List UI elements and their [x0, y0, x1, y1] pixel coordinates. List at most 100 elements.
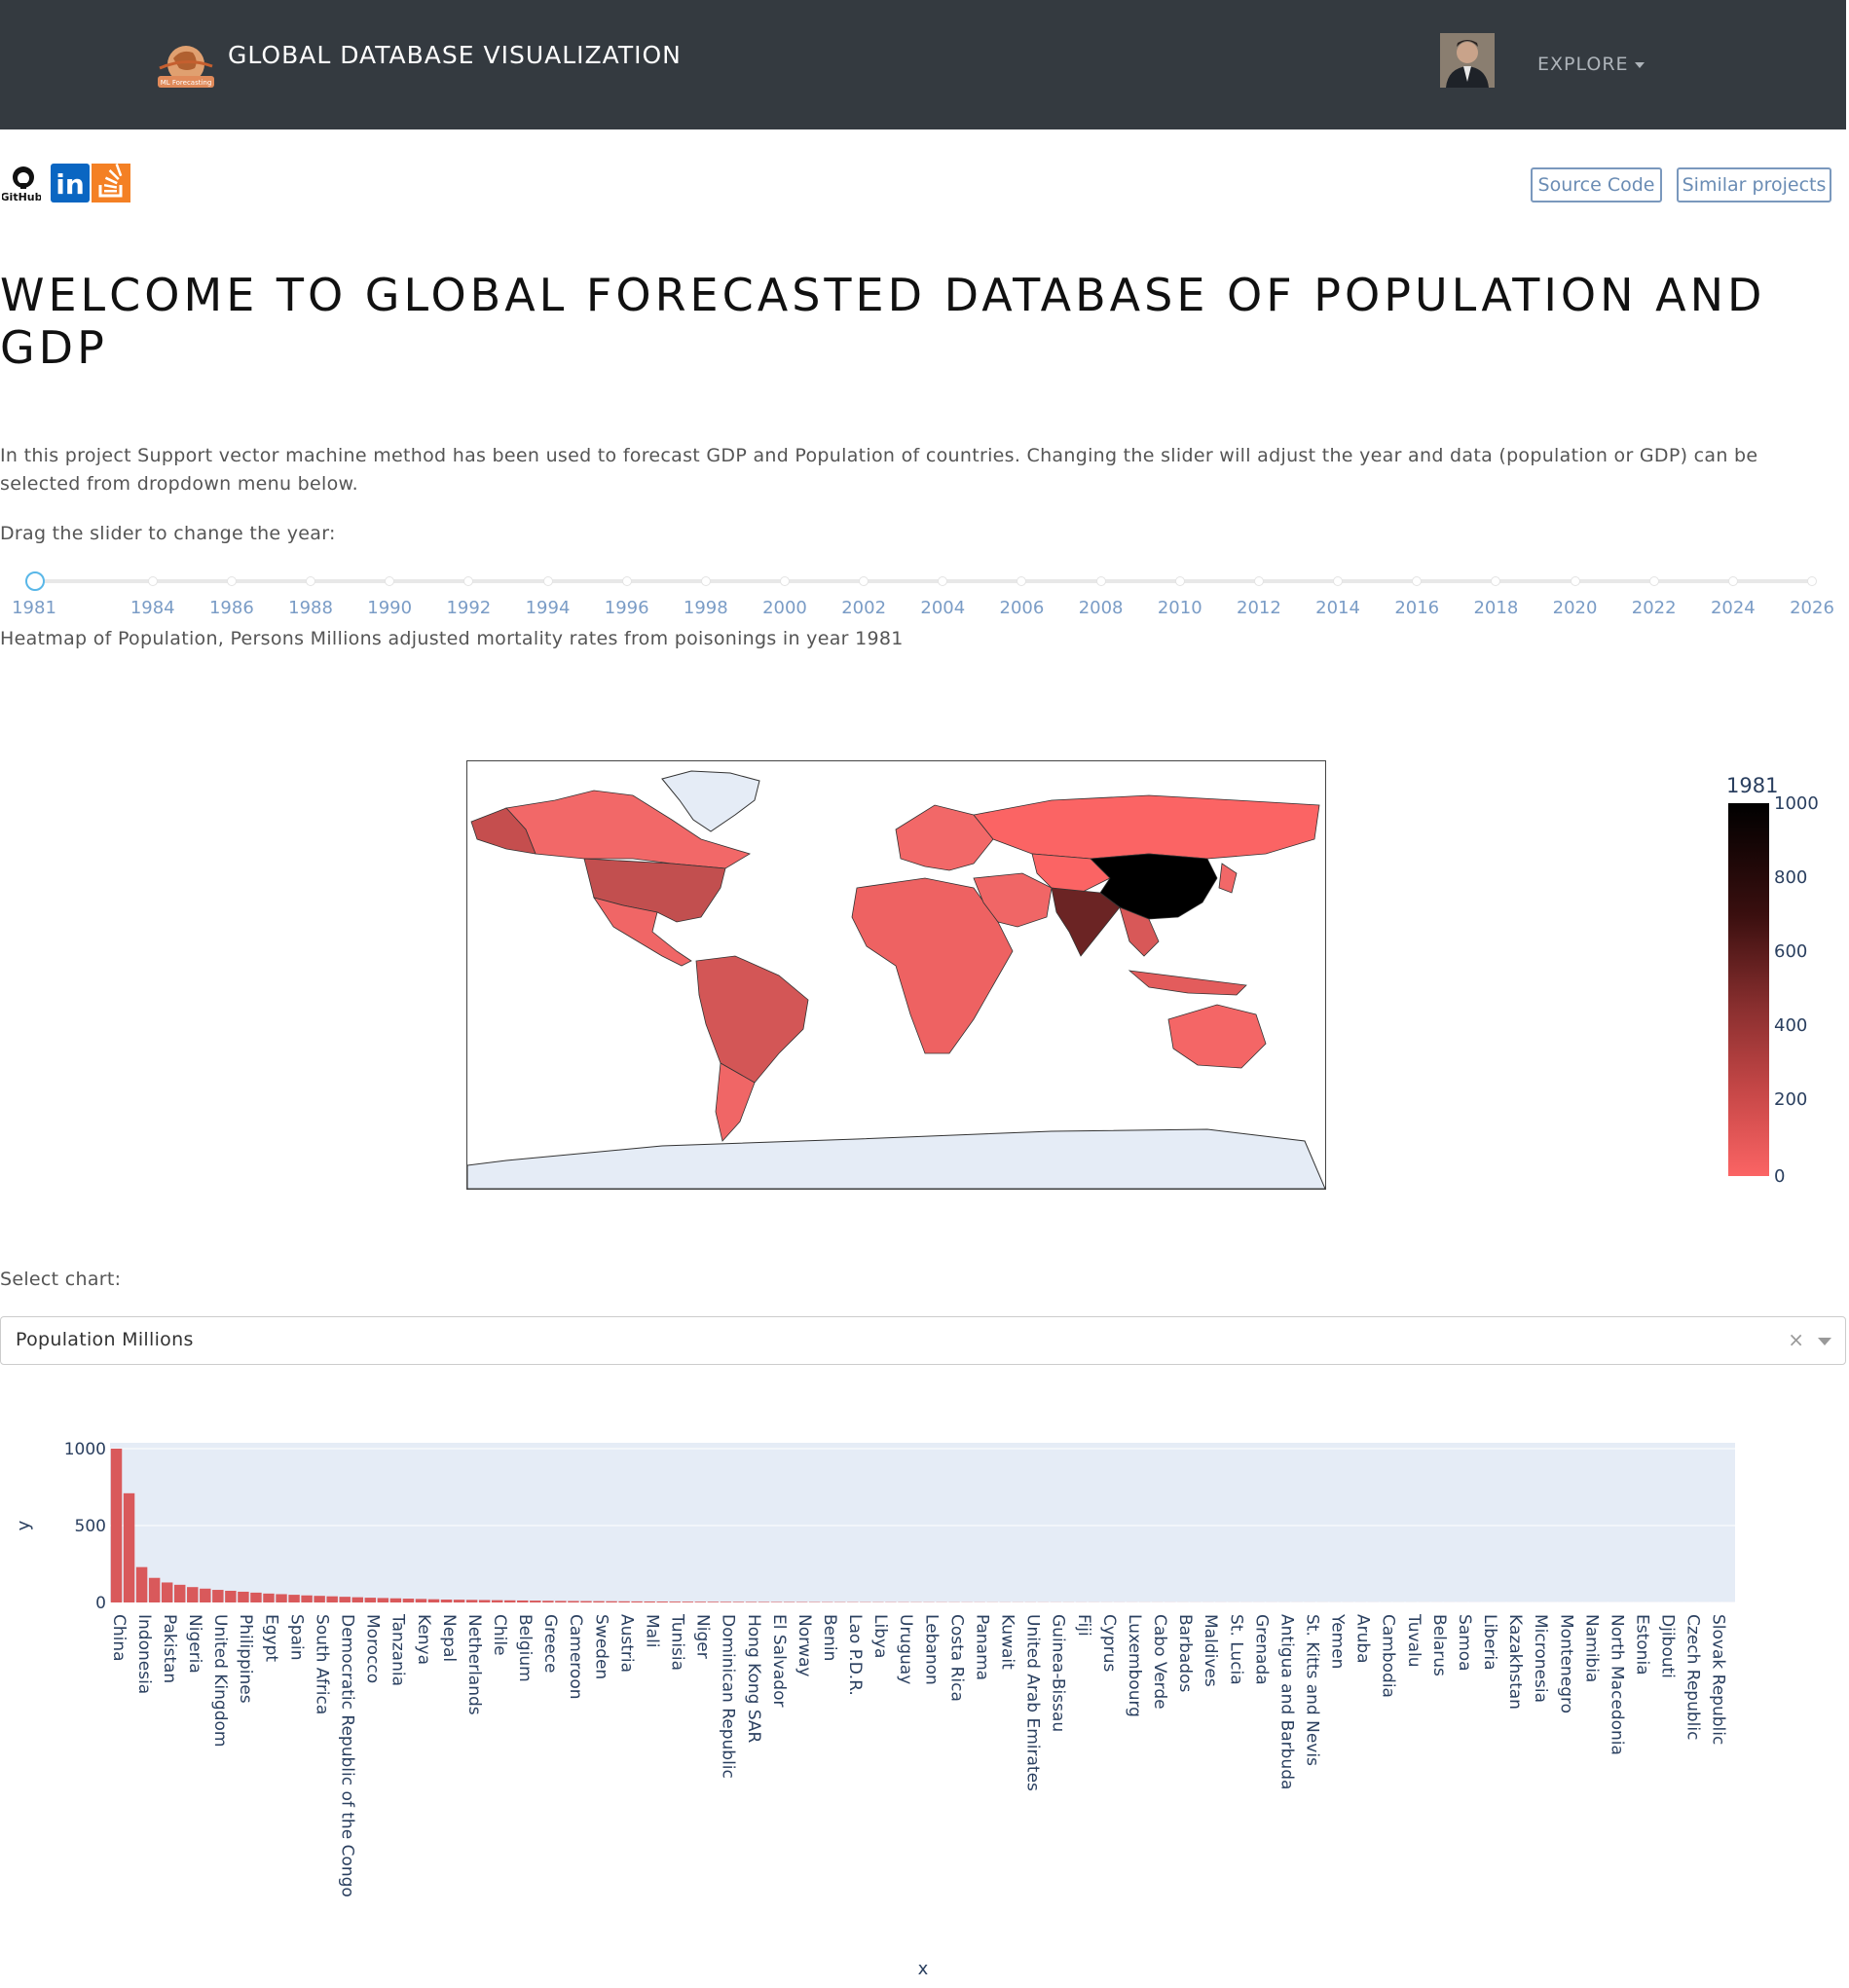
slider-tick-dot[interactable] — [1807, 576, 1817, 586]
slider-tick-label[interactable]: 1990 — [367, 598, 413, 618]
slider-tick-dot[interactable] — [385, 576, 395, 586]
slider-tick-dot[interactable] — [1253, 576, 1264, 586]
colorbar-tick: 1000 — [1774, 793, 1819, 814]
linkedin-icon[interactable]: in — [51, 164, 90, 202]
colorbar-tick: 600 — [1774, 941, 1808, 962]
slider-tick-dot[interactable] — [779, 576, 790, 586]
x-tick-label: Montenegro — [1556, 1614, 1575, 1713]
slider-label: Drag the slider to change the year: — [0, 523, 336, 544]
australia — [1167, 1004, 1267, 1069]
slider-tick-dot[interactable] — [1491, 576, 1501, 586]
source-code-button[interactable]: Source Code — [1531, 167, 1662, 202]
bar — [161, 1582, 173, 1602]
slider-tick-label[interactable]: 2014 — [1315, 598, 1360, 618]
slider-tick-label[interactable]: 2022 — [1631, 598, 1677, 618]
slider-tick-label[interactable]: 2016 — [1394, 598, 1440, 618]
slider-tick-label[interactable]: 2020 — [1552, 598, 1598, 618]
slider-tick-label[interactable]: 2000 — [762, 598, 807, 618]
github-icon[interactable]: GitHub — [2, 164, 41, 202]
brand-title[interactable]: GLOBAL DATABASE VISUALIZATION — [228, 41, 682, 69]
indonesia — [1128, 970, 1247, 996]
slider-tick-label[interactable]: 1992 — [446, 598, 492, 618]
slider-tick-label[interactable]: 2012 — [1237, 598, 1281, 618]
slider-tick-label[interactable]: 1988 — [288, 598, 333, 618]
slider-tick-label[interactable]: 2010 — [1157, 598, 1202, 618]
linkedin-label: in — [55, 168, 85, 201]
slider-tick-dot[interactable] — [1095, 576, 1106, 586]
choropleth-map[interactable] — [466, 760, 1326, 1190]
bar — [720, 1601, 732, 1602]
similar-projects-button[interactable]: Similar projects — [1677, 167, 1831, 202]
clear-icon[interactable]: × — [1788, 1328, 1804, 1351]
y-tick-label: 1000 — [64, 1440, 106, 1459]
slider-tick-dot[interactable] — [226, 576, 237, 586]
slider-tick-label[interactable]: 2018 — [1473, 598, 1519, 618]
explore-dropdown[interactable]: EXPLORE — [1537, 54, 1645, 75]
bar — [770, 1601, 783, 1602]
slider-tick-label[interactable]: 1998 — [683, 598, 728, 618]
slider-tick-label[interactable]: 1984 — [129, 598, 175, 618]
x-tick-label: Estonia — [1633, 1614, 1652, 1675]
slider-tick-dot[interactable] — [621, 576, 632, 586]
slider-tick-dot[interactable] — [147, 576, 158, 586]
japan — [1218, 863, 1238, 894]
slider-tick-dot[interactable] — [1333, 576, 1344, 586]
heatmap-caption: Heatmap of Population, Persons Millions … — [0, 628, 904, 649]
slider-tick-label[interactable]: 2002 — [841, 598, 887, 618]
x-tick-label: Nigeria — [185, 1614, 204, 1674]
stackoverflow-icon[interactable] — [92, 164, 130, 202]
slider-tick-label[interactable]: 1996 — [604, 598, 649, 618]
slider-tick-label[interactable]: 1986 — [208, 598, 254, 618]
bar — [326, 1596, 338, 1602]
bar — [351, 1597, 363, 1602]
bar — [669, 1601, 681, 1602]
slider-tick-dot[interactable] — [1017, 576, 1027, 586]
x-tick-label: Barbados — [1175, 1614, 1195, 1692]
bar — [288, 1595, 300, 1602]
x-tick-label: Kazakhstan — [1505, 1614, 1525, 1710]
slider-tick-dot[interactable] — [700, 576, 711, 586]
x-tick-label: United Arab Emirates — [1023, 1614, 1043, 1791]
bar — [200, 1588, 211, 1602]
bar — [644, 1601, 655, 1602]
slider-tick-dot[interactable] — [1412, 576, 1423, 586]
bar — [542, 1601, 554, 1602]
bar — [377, 1598, 389, 1602]
ml-forecasting-logo[interactable]: ML Forecasting — [152, 39, 220, 92]
slider-tick-label[interactable]: 1981 — [12, 598, 56, 618]
bar — [173, 1584, 186, 1602]
chevron-down-icon[interactable] — [1818, 1338, 1831, 1345]
slider-tick-label[interactable]: 2024 — [1710, 598, 1756, 618]
bar — [263, 1593, 275, 1602]
slider-tick-dot[interactable] — [542, 576, 553, 586]
slider-tick-dot[interactable] — [1174, 576, 1185, 586]
slider-tick-dot[interactable] — [1570, 576, 1580, 586]
year-slider-track[interactable] — [34, 579, 1812, 583]
x-tick-label: Niger — [693, 1614, 713, 1659]
slider-tick-label[interactable]: 2006 — [999, 598, 1045, 618]
year-slider-handle[interactable] — [25, 571, 45, 591]
slider-tick-label[interactable]: 2008 — [1078, 598, 1124, 618]
x-tick-label: South Africa — [312, 1614, 331, 1714]
x-tick-label: Austria — [616, 1614, 636, 1673]
slider-tick-dot[interactable] — [463, 576, 474, 586]
slider-tick-dot[interactable] — [859, 576, 869, 586]
x-tick-label: Lao P.D.R. — [845, 1614, 865, 1696]
slider-tick-dot[interactable] — [938, 576, 948, 586]
x-tick-label: Tuvalu — [1404, 1613, 1424, 1668]
slider-tick-dot[interactable] — [306, 576, 316, 586]
slider-tick-label[interactable]: 1994 — [525, 598, 571, 618]
africa — [851, 877, 1014, 1054]
x-tick-label: Dominican Republic — [719, 1614, 738, 1779]
bar — [339, 1597, 351, 1602]
chart-select-dropdown[interactable]: Population Millions × — [0, 1316, 1846, 1365]
bar — [276, 1594, 287, 1602]
slider-tick-label[interactable]: 2026 — [1790, 598, 1834, 618]
slider-tick-label[interactable]: 2004 — [920, 598, 966, 618]
south-america-north — [695, 955, 809, 1084]
population-bar-chart[interactable]: 0 500 1000 China Indonesia Pakistan Nigeria Uni… — [0, 1431, 1849, 1988]
slider-tick-dot[interactable] — [1648, 576, 1659, 586]
bar — [745, 1601, 758, 1602]
slider-tick-dot[interactable] — [1727, 576, 1738, 586]
x-tick-label: Mali — [642, 1614, 661, 1648]
